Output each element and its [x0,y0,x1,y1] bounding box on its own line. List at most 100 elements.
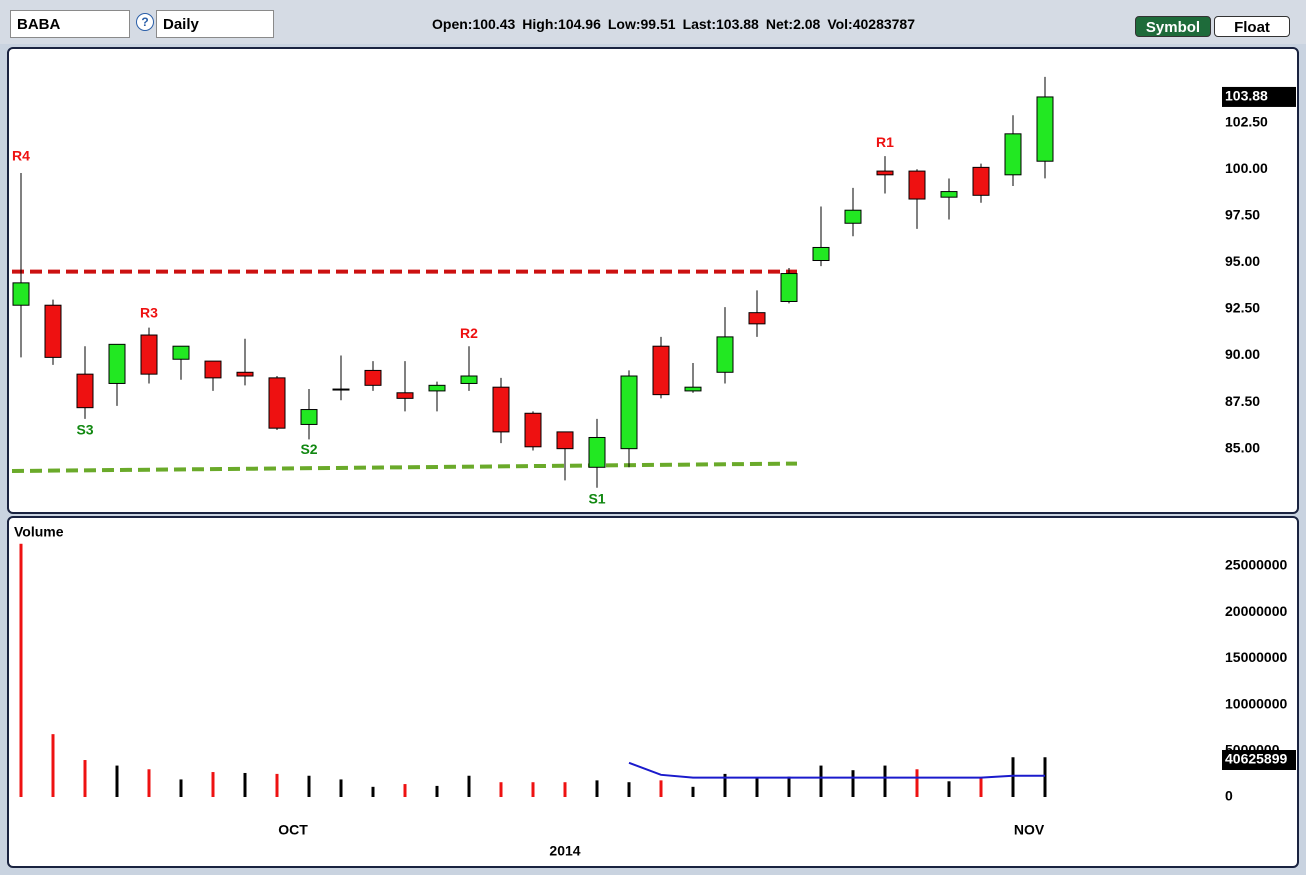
symbol-button[interactable]: Symbol [1135,16,1211,37]
candle-body [396,392,414,399]
candle-body [268,377,286,429]
last-volume-box [1222,750,1296,770]
volume-bar [915,769,919,797]
candle-body [940,191,958,198]
volume-bar [275,773,279,797]
quote-item: Low:99.51 [607,16,676,32]
y-tick-label: 25000000 [1225,557,1288,573]
y-tick-label: 0 [1225,788,1233,804]
volume-bar [115,765,119,797]
volume-bar [723,773,727,797]
candle-body [780,273,798,302]
candle-body [140,334,158,375]
volume-bar [51,734,55,797]
candle-body [748,312,766,325]
price-panel [7,47,1299,514]
volume-bar [147,769,151,797]
candle-body [76,373,94,409]
panel-title: Volume [14,524,64,540]
y-tick-label: 15000000 [1225,649,1288,665]
quote-item: Last:103.88 [682,16,759,32]
volume-bar [755,777,759,797]
annotation: R4 [12,148,30,164]
y-tick-label: 85.00 [1225,439,1260,455]
volume-bar [435,785,439,797]
volume-bar [211,772,215,797]
level-line [11,461,798,474]
annotation: S2 [300,441,317,457]
volume-bar [1011,757,1015,797]
volume-panel [7,516,1299,868]
volume-bar [883,765,887,797]
candle-body [876,170,894,176]
candle-body [524,412,542,448]
annotation: R2 [460,325,478,341]
quote-bar: Open:100.43 High:104.96 Low:99.51 Last:103.… [432,16,922,32]
last-volume-label: 40625899 [1225,751,1288,767]
volume-bar [339,779,343,797]
x-axis-label: 2014 [549,843,580,859]
annotation: R3 [140,304,158,320]
candle-body [12,282,30,306]
candle-body [108,343,126,384]
candle-body [428,384,446,392]
period-select[interactable]: Daily [156,10,274,38]
volume-bar [243,772,247,797]
x-tick-label: OCT [278,822,308,838]
volume-bar [19,543,23,797]
volume-bar [499,782,503,797]
volume-bar [659,780,663,797]
quote-item: Vol:40283787 [827,16,916,32]
volume-bar [851,770,855,797]
volume-average [628,761,1045,779]
candle-body [460,375,478,384]
annotation: S1 [588,490,605,506]
annotation: R1 [876,134,894,150]
y-tick-label: 87.50 [1225,393,1260,409]
candle-body [716,336,734,373]
candle-body [1036,96,1054,162]
candle-body [684,386,702,392]
candle-body [44,304,62,358]
float-button[interactable]: Float [1214,16,1290,37]
candle-body [492,386,510,433]
candle-body [556,431,574,450]
candle-body [652,345,670,396]
candle-body [812,246,830,262]
volume-bar [403,784,407,797]
help-icon[interactable]: ? [136,13,154,31]
candle-body [844,209,862,224]
candle-body [204,360,222,379]
volume-bar [307,775,311,797]
candle-body [588,436,606,468]
last-price-label: 103.88 [1225,88,1268,104]
y-tick-label: 102.50 [1225,113,1268,129]
candle-body [332,388,350,391]
y-tick-label: 100.00 [1225,160,1268,176]
volume-bar [467,775,471,797]
y-tick-label: 10000000 [1225,695,1288,711]
y-tick-label: 97.50 [1225,207,1260,223]
quote-item: Open:100.43 [432,16,516,32]
volume-bar [83,760,87,797]
volume-bar [563,782,567,797]
candle-body [1004,133,1022,176]
volume-bar [595,780,599,797]
quote-item: High:104.96 [522,16,601,32]
volume-bar [1043,757,1047,797]
symbol-input[interactable]: BABA [10,10,130,38]
volume-bar [979,777,983,797]
annotation: S3 [76,422,93,438]
volume-bar [371,786,375,797]
volume-bar [179,779,183,797]
volume-bar [819,765,823,797]
y-tick-label: 90.00 [1225,346,1260,362]
last-price-box [1222,86,1296,107]
candle-body [620,375,638,450]
y-tick-label: 95.00 [1225,253,1260,269]
volume-bar [947,781,951,797]
candle-body [972,166,990,196]
y-tick-label: 92.50 [1225,300,1260,316]
